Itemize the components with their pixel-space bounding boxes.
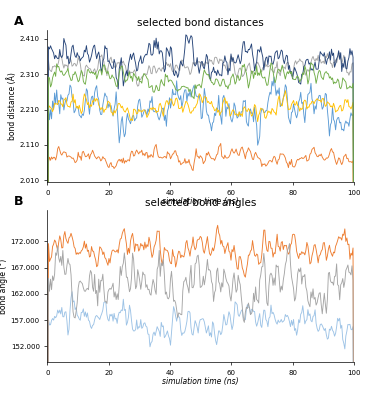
Ser155-Co-Thr221: [229, 258, 233, 262]
H2O306-Co: [228, 82, 232, 87]
Ser153-Co-H2O306: [227, 284, 231, 288]
H2O306-Co: [324, 69, 328, 74]
Glu11-Co: [233, 104, 237, 108]
Glu11-Co-H2O307: [234, 301, 238, 306]
Glu11-Co: [228, 111, 232, 116]
Text: B: B: [14, 195, 23, 208]
H2O307-Co: [228, 152, 232, 157]
Ser153-Co: [305, 57, 309, 62]
H2O307-Co: [46, 160, 51, 164]
Thr221-Co: [46, 106, 51, 111]
Ser153-Co: [228, 68, 232, 73]
Ser155-Co: [338, 50, 342, 55]
Thr221-Co: [227, 105, 231, 110]
Ser153-Co: [324, 62, 328, 67]
Ser155-Co: [228, 58, 232, 63]
Glu11-Co-H2O307: [305, 317, 309, 322]
Y-axis label: bond distance (Å): bond distance (Å): [7, 72, 17, 140]
Ser155-Co-Thr221: [215, 223, 220, 228]
Ser155-Co: [323, 54, 327, 59]
Ser153-Co-H2O306: [324, 311, 328, 316]
Glu11-Co: [272, 75, 276, 80]
Ser153-Co: [184, 32, 188, 37]
H2O307-Co: [324, 156, 328, 160]
X-axis label: simulation time (ns): simulation time (ns): [162, 377, 239, 386]
Ser153-Co-H2O306: [233, 280, 237, 285]
Title: selected bond angles: selected bond angles: [145, 198, 257, 208]
Ser155-Co-Thr221: [228, 250, 232, 255]
Ser153-Co-H2O306: [305, 288, 309, 293]
Text: A: A: [14, 15, 23, 28]
Line: H2O307-Co: H2O307-Co: [47, 144, 354, 400]
H2O306-Co: [309, 60, 313, 65]
Glu11-Co: [324, 92, 328, 97]
Glu11-Co: [45, 361, 50, 366]
Ser155-Co-Thr221: [234, 258, 238, 263]
Line: H2O306-Co: H2O306-Co: [47, 63, 354, 351]
H2O306-Co: [45, 346, 50, 351]
Ser155-Co: [352, 332, 356, 337]
H2O306-Co: [352, 348, 356, 353]
Line: Ser153-Co: Ser153-Co: [47, 35, 354, 336]
Ser155-Co: [233, 71, 237, 76]
H2O307-Co: [219, 141, 223, 146]
Legend: Glu11-Co, H2O307-Co, Ser155-Co, Thr221-Co, Ser153-Co, H2O306-Co: Glu11-Co, H2O307-Co, Ser155-Co, Thr221-C…: [89, 227, 312, 236]
Line: Glu11-Co: Glu11-Co: [47, 77, 354, 376]
Ser153-Co-H2O306: [46, 276, 51, 281]
X-axis label: simulation time (ns): simulation time (ns): [162, 197, 239, 206]
Line: Thr221-Co: Thr221-Co: [47, 91, 354, 367]
Ser153-Co: [46, 44, 51, 49]
Title: selected bond distances: selected bond distances: [137, 18, 264, 28]
Glu11-Co-H2O307: [324, 332, 328, 337]
H2O306-Co: [227, 83, 231, 88]
Ser155-Co-Thr221: [324, 258, 328, 263]
Line: Ser153-Co-H2O306: Ser153-Co-H2O306: [47, 244, 354, 400]
Glu11-Co: [352, 374, 356, 379]
Ser153-Co: [234, 60, 238, 65]
Ser155-Co-Thr221: [305, 240, 309, 245]
Ser153-Co: [352, 332, 356, 337]
Ser153-Co: [45, 334, 50, 338]
Ser155-Co: [46, 58, 51, 63]
Ser155-Co: [45, 333, 50, 338]
Glu11-Co-H2O307: [70, 289, 74, 294]
Thr221-Co: [45, 365, 50, 370]
Ser153-Co-H2O306: [287, 241, 292, 246]
Glu11-Co-H2O307: [228, 312, 232, 317]
Thr221-Co: [305, 107, 309, 112]
H2O306-Co: [233, 82, 237, 86]
Ser155-Co: [227, 62, 231, 67]
Glu11-Co: [227, 101, 231, 106]
Ser153-Co-H2O306: [228, 294, 232, 298]
H2O307-Co: [234, 147, 238, 152]
Ser155-Co-Thr221: [46, 241, 51, 246]
Glu11-Co: [305, 102, 309, 107]
Glu11-Co-H2O307: [229, 320, 233, 325]
Thr221-Co: [228, 114, 232, 118]
H2O306-Co: [46, 74, 51, 79]
Thr221-Co: [352, 362, 356, 367]
Thr221-Co: [324, 103, 328, 108]
H2O306-Co: [304, 67, 308, 72]
H2O307-Co: [229, 149, 233, 154]
Glu11-Co-H2O307: [46, 317, 51, 322]
H2O307-Co: [305, 159, 309, 164]
Ser153-Co: [229, 52, 233, 56]
Line: Ser155-Co: Ser155-Co: [47, 53, 354, 336]
Thr221-Co: [283, 88, 288, 93]
Y-axis label: bond angle (°): bond angle (°): [0, 258, 8, 314]
Ser155-Co: [304, 73, 308, 78]
Glu11-Co: [46, 103, 51, 108]
Line: Glu11-Co-H2O307: Glu11-Co-H2O307: [47, 292, 354, 400]
Line: Ser155-Co-Thr221: Ser155-Co-Thr221: [47, 225, 354, 400]
Thr221-Co: [233, 112, 237, 117]
